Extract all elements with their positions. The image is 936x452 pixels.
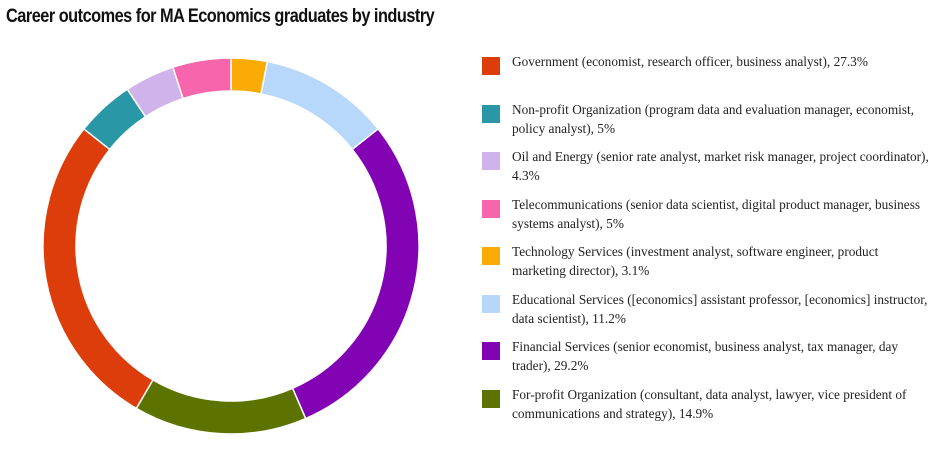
legend-swatch xyxy=(482,152,500,170)
legend-item: Technology Services (investment analyst,… xyxy=(482,242,932,290)
donut-slice-forprofit xyxy=(135,378,307,435)
legend-swatch xyxy=(482,57,500,75)
chart-legend: Government (economist, research officer,… xyxy=(482,52,932,432)
donut-slice-financial xyxy=(291,127,420,420)
legend-swatch xyxy=(482,199,500,218)
legend-label: For-profit Organization (consultant, dat… xyxy=(512,386,907,421)
donut-slice-government xyxy=(42,127,154,410)
legend-swatch xyxy=(482,294,500,313)
legend-label: Oil and Energy (senior rate analyst, mar… xyxy=(512,149,929,183)
donut-slice-educational xyxy=(260,60,380,151)
legend-swatch xyxy=(482,247,500,265)
legend-label: Financial Services (senior economist, bu… xyxy=(512,339,899,373)
legend-swatch xyxy=(482,389,500,408)
legend-swatch xyxy=(482,104,500,123)
legend-label: Non-profit Organization (program data an… xyxy=(512,101,915,136)
legend-item: Educational Services ([economics] assist… xyxy=(482,290,932,338)
legend-label: Government (economist, research officer,… xyxy=(512,54,868,69)
legend-label: Telecommunications (senior data scientis… xyxy=(512,196,921,231)
chart-title: Career outcomes for MA Economics graduat… xyxy=(6,6,435,27)
legend-item: Financial Services (senior economist, bu… xyxy=(482,337,932,385)
legend-item: Non-profit Organization (program data an… xyxy=(482,100,932,148)
legend-item: For-profit Organization (consultant, dat… xyxy=(482,385,932,433)
legend-swatch xyxy=(482,342,500,360)
donut-slice-telecommunications xyxy=(171,57,232,100)
legend-label: Educational Services ([economics] assist… xyxy=(512,291,928,326)
legend-item: Oil and Energy (senior rate analyst, mar… xyxy=(482,147,932,195)
legend-item: Telecommunications (senior data scientis… xyxy=(482,195,932,243)
legend-label: Technology Services (investment analyst,… xyxy=(512,244,879,278)
donut-chart xyxy=(42,57,420,435)
legend-item: Government (economist, research officer,… xyxy=(482,52,932,100)
